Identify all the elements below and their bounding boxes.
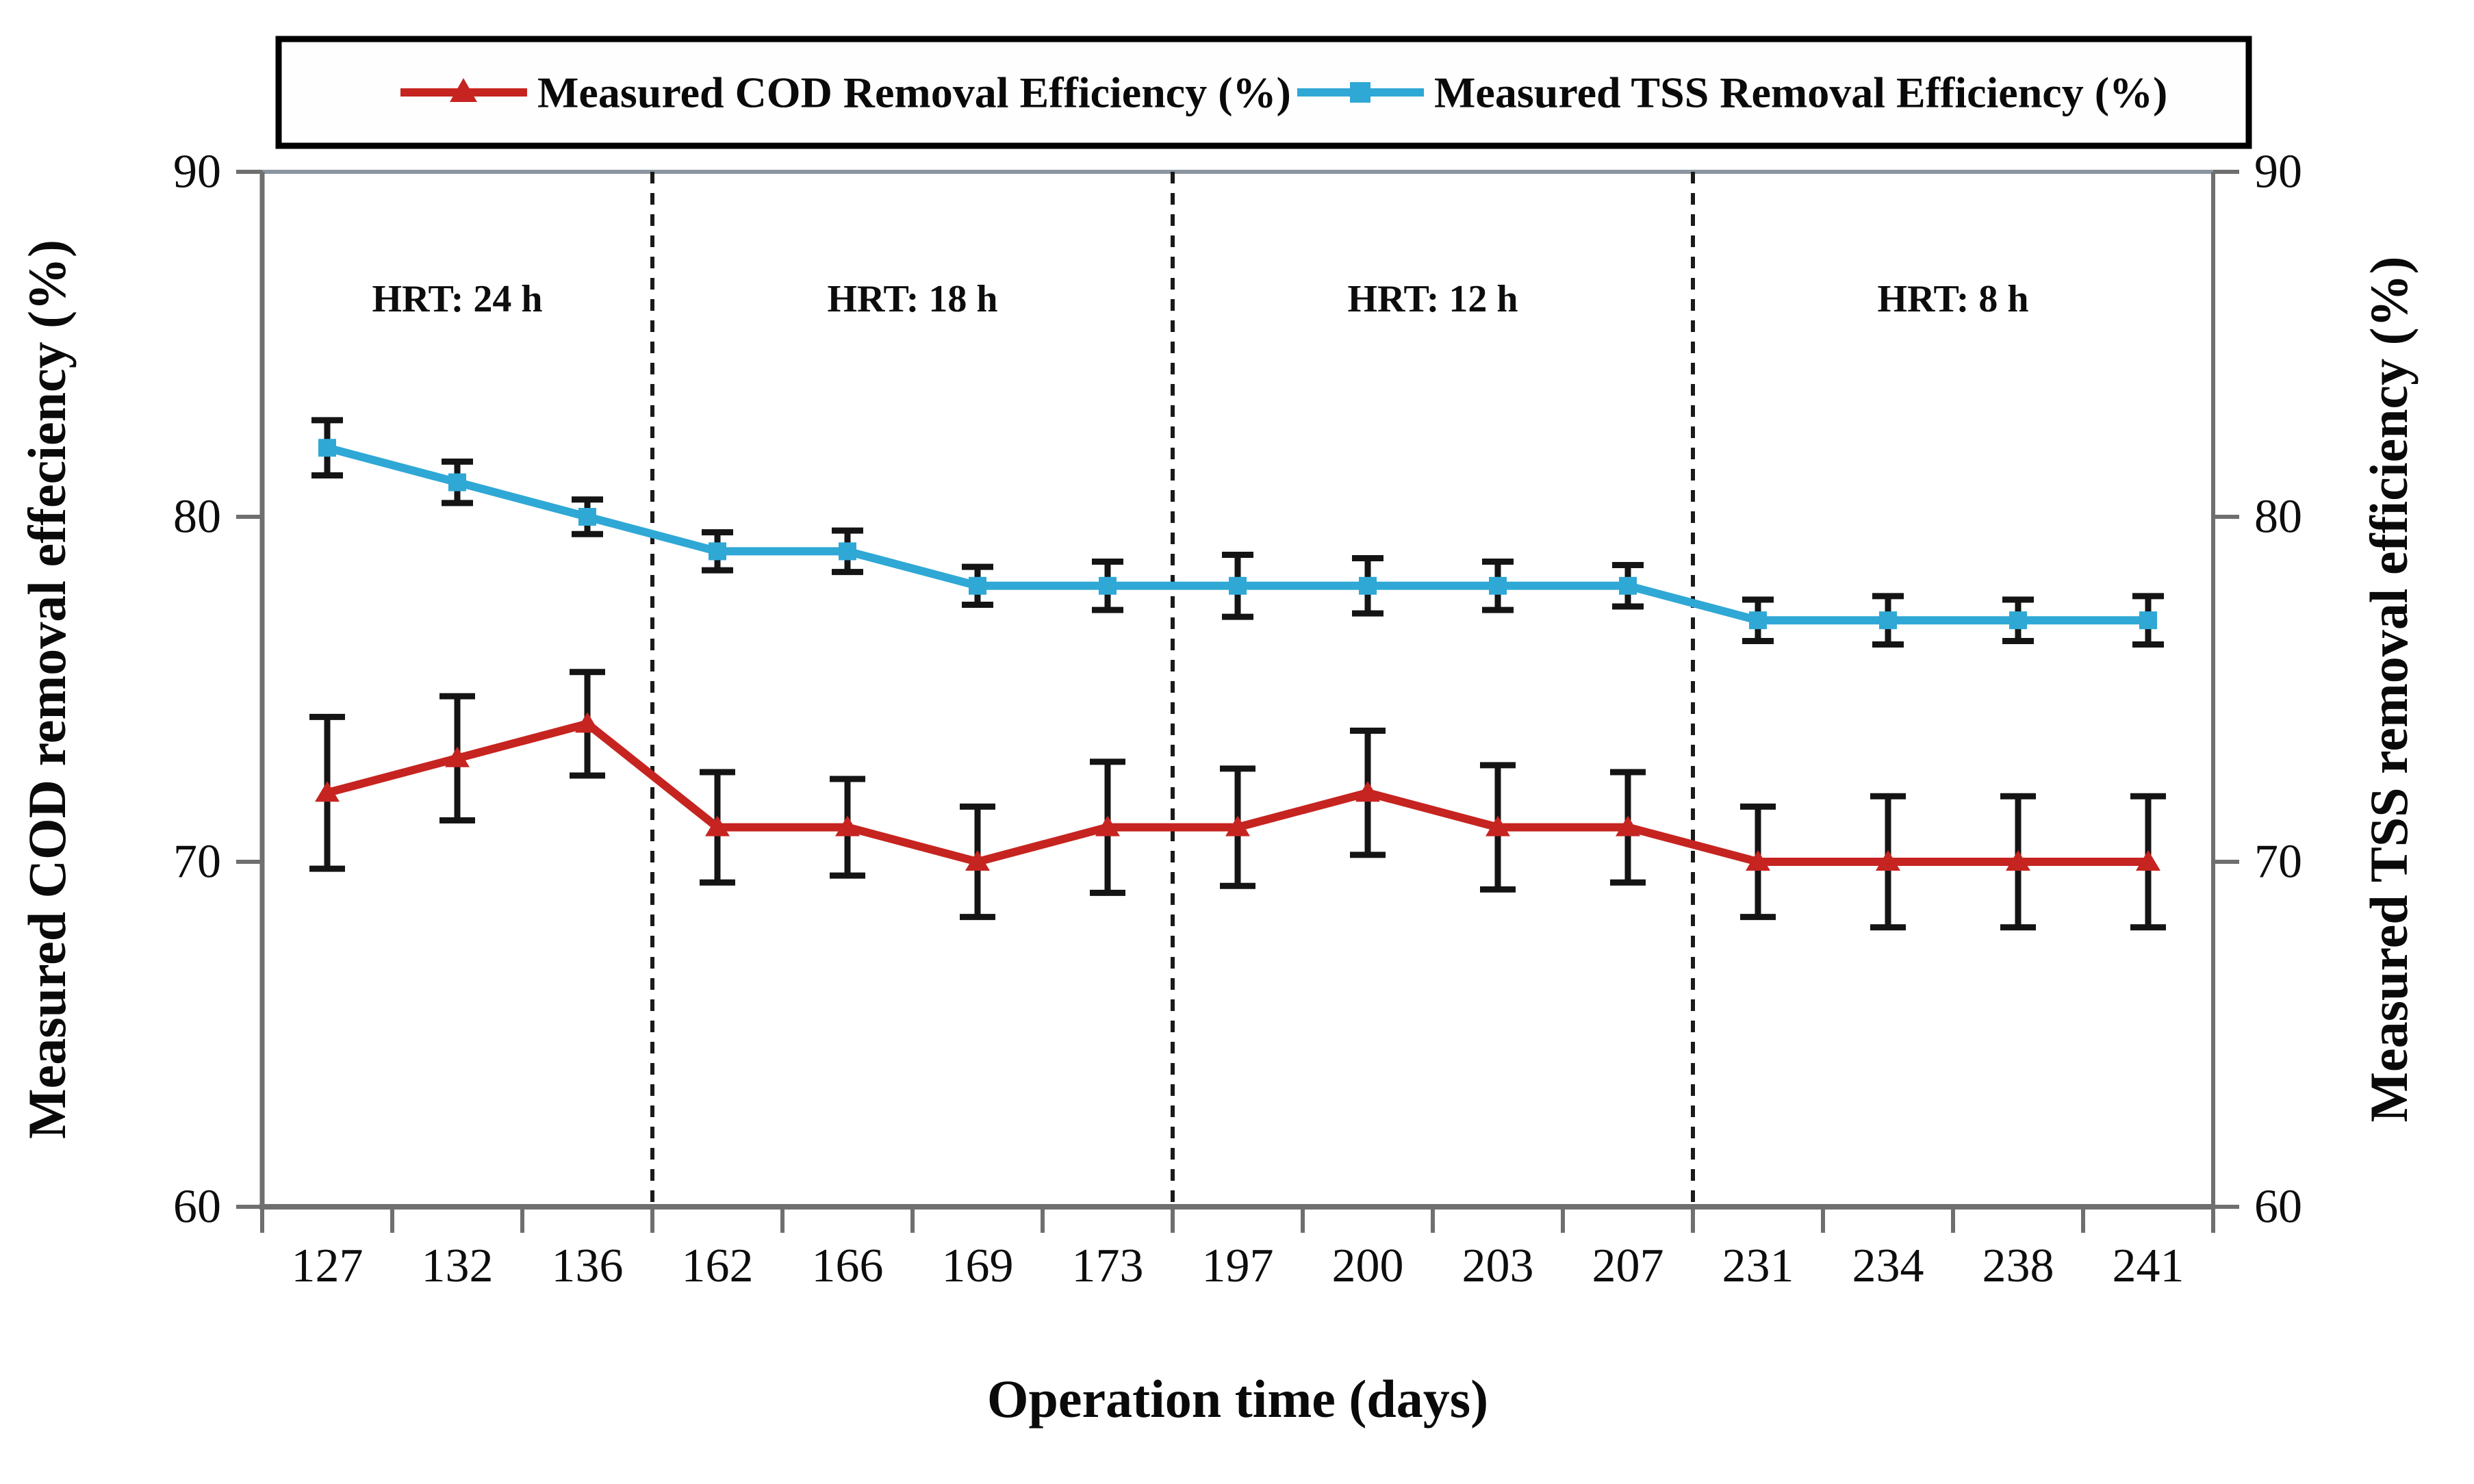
x-axis-title: Operation time (days) (987, 1369, 1488, 1429)
hrt-section-label: HRT: 24 h (372, 278, 542, 320)
x-tick-label: 207 (1592, 1240, 1664, 1292)
legend-border (275, 36, 2252, 149)
tss-legend-label: Measured TSS Removal Efficiency (%) (1434, 68, 2167, 117)
right-y-tick-label: 70 (2254, 836, 2302, 888)
tss-data-point-marker (839, 542, 856, 561)
cod-data-point-marker (2006, 850, 2030, 871)
x-tick-label: 169 (942, 1240, 1014, 1292)
x-tick-label: 238 (1982, 1240, 2054, 1292)
left-y-tick-label: 70 (173, 836, 221, 888)
tss-data-point-marker (1229, 576, 1247, 595)
hrt-section-label: HRT: 12 h (1347, 278, 1518, 320)
tss-data-point-marker (448, 473, 466, 491)
cod-data-point-marker (965, 850, 990, 871)
hrt-section-label: HRT: 18 h (827, 278, 997, 320)
cod-data-point-marker (1616, 815, 1640, 836)
right-y-tick-label: 80 (2254, 491, 2302, 543)
x-tick-label: 200 (1332, 1240, 1404, 1292)
x-tick-label: 241 (2113, 1240, 2184, 1292)
x-tick-label: 234 (1852, 1240, 1924, 1292)
left-y-axis-title: Measured COD removal effeciency (%) (17, 240, 77, 1139)
cod-data-point-marker (2136, 850, 2160, 871)
cod-data-point-marker (705, 815, 730, 836)
tss-data-point-marker (1099, 576, 1117, 595)
cod-data-point-marker (315, 781, 340, 802)
tss-data-point-marker (2009, 611, 2027, 630)
x-tick-label: 231 (1722, 1240, 1794, 1292)
cod-triangle-marker-icon (450, 78, 477, 102)
legend-item-cod: Measured COD Removal Efficiency (%) (400, 68, 1291, 117)
tss-data-point-marker (1749, 611, 1767, 630)
cod-legend-label: Measured COD Removal Efficiency (%) (537, 68, 1291, 117)
tss-square-marker-icon (1350, 82, 1370, 103)
tss-data-point-marker (969, 576, 986, 595)
tss-data-point-marker (318, 439, 336, 457)
right-y-axis-title: Measured TSS removal efficiency (%) (2359, 256, 2419, 1122)
x-tick-label: 166 (812, 1240, 884, 1292)
x-tick-label: 136 (552, 1240, 624, 1292)
left-y-tick-label: 80 (173, 491, 221, 543)
cod-data-point-marker (1876, 850, 1900, 871)
tss-data-point-marker (1879, 611, 1897, 630)
x-tick-label: 173 (1072, 1240, 1144, 1292)
x-tick-label: 132 (422, 1240, 494, 1292)
cod-data-point-marker (445, 746, 470, 767)
cod-data-point-marker (1355, 781, 1380, 802)
tss-data-point-marker (2139, 611, 2157, 630)
hrt-section-label: HRT: 8 h (1877, 278, 2028, 320)
legend-item-tss: Measured TSS Removal Efficiency (%) (1297, 68, 2167, 117)
tss-data-point-marker (709, 542, 726, 561)
right-y-tick-label: 90 (2254, 146, 2302, 199)
cod-data-point-marker (575, 712, 600, 733)
cod-data-point-marker (835, 815, 860, 836)
x-tick-label: 197 (1202, 1240, 1274, 1292)
x-tick-label: 162 (682, 1240, 754, 1292)
left-y-tick-label: 60 (173, 1181, 221, 1233)
plot-area: 60 60 70 70 80 80 90 90 127 132 136 162 166 169 173 197… (173, 146, 2302, 1293)
x-tick-label: 127 (292, 1240, 364, 1292)
legend-box: Measured COD Removal Efficiency (%) Meas… (275, 36, 2252, 149)
right-y-tick-label: 60 (2254, 1181, 2302, 1233)
x-tick-label: 203 (1462, 1240, 1534, 1292)
tss-data-point-marker (1619, 576, 1637, 595)
cod-data-point-marker (1095, 815, 1120, 836)
tss-data-point-marker (1489, 576, 1507, 595)
tss-data-point-marker (578, 508, 596, 526)
cod-data-point-marker (1485, 815, 1510, 836)
left-y-tick-label: 90 (173, 146, 221, 199)
cod-data-point-marker (1225, 815, 1250, 836)
cod-data-point-marker (1746, 850, 1770, 871)
tss-data-point-marker (1359, 576, 1377, 595)
